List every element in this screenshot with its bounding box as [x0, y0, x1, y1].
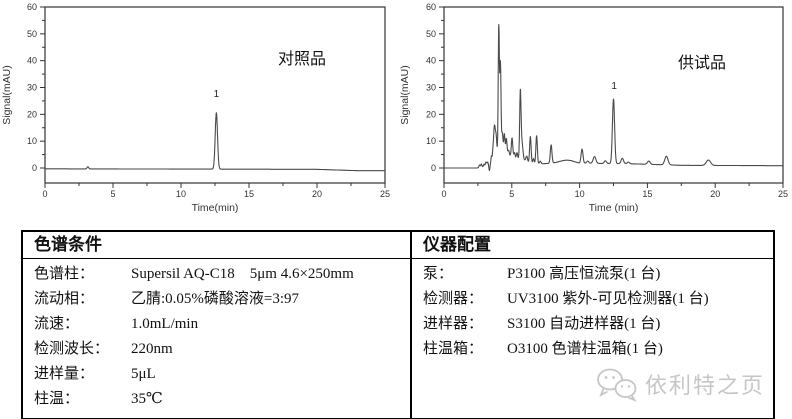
- table-row: 泵： P3100 高压恒流泵(1 台): [412, 262, 773, 287]
- y-tick-label: 60: [27, 2, 37, 12]
- conditions-rows: 色谱柱： Supersil AQ-C18 5μm 4.6×250mm 流动相： …: [23, 259, 410, 412]
- y-tick-label: 0: [431, 163, 436, 173]
- table-row: 柱温： 35℃: [23, 387, 410, 412]
- y-tick-label: 30: [426, 83, 436, 93]
- y-tick-label: 20: [27, 109, 37, 119]
- table-row: 柱温箱： O3100 色谱柱温箱(1 台): [412, 337, 773, 362]
- row-value: 乙腈:0.05%磷酸溶液=3:97: [131, 291, 300, 307]
- x-tick-label: 5: [110, 189, 115, 199]
- peak-number-label: 1: [611, 81, 617, 92]
- row-label: 进样器：: [423, 316, 484, 332]
- row-value: 35℃: [131, 391, 163, 407]
- x-tick-label: 20: [710, 189, 720, 199]
- x-tick-label: 5: [509, 189, 514, 199]
- x-tick-label: 0: [441, 189, 446, 199]
- row-value: UV3100 紫外-可见检测器(1 台): [507, 291, 709, 307]
- conditions-header: 色谱条件: [23, 232, 410, 259]
- y-tick-label: 30: [27, 83, 37, 93]
- peak-number-label: 1: [214, 89, 220, 100]
- signal-curve: [44, 112, 386, 172]
- watermark-text: 依利特之页: [644, 373, 765, 398]
- y-tick-label: 20: [426, 109, 436, 119]
- row-value: 1.0mL/min: [131, 316, 199, 332]
- x-axis-title: Time(min): [192, 202, 239, 214]
- row-value: Supersil AQ-C18 5μm 4.6×250mm: [131, 266, 354, 282]
- table-row: 流动相： 乙腈:0.05%磷酸溶液=3:97: [23, 287, 410, 312]
- table-row: 进样器： S3100 自动进样器(1 台): [412, 312, 773, 337]
- x-tick-label: 25: [778, 189, 788, 199]
- y-axis-title: Signal(mAU): [1, 65, 13, 125]
- row-value: 5μL: [131, 366, 156, 382]
- y-tick-label: 50: [27, 29, 37, 39]
- row-value: 220nm: [131, 341, 173, 357]
- x-tick-label: 10: [575, 189, 585, 199]
- y-tick-label: 60: [426, 2, 436, 12]
- instruments-header: 仪器配置: [412, 232, 773, 259]
- row-label: 进样量：: [34, 366, 95, 382]
- axis-ticks: [40, 6, 386, 188]
- row-label: 柱温箱：: [423, 341, 484, 357]
- y-tick-label: 10: [27, 136, 37, 146]
- wechat-icon: [597, 368, 637, 402]
- x-tick-label: 10: [176, 189, 186, 199]
- x-tick-label: 20: [312, 189, 322, 199]
- chromatogram-test: 0 10 20 30 40 50 60 0 5 10 15 20 25 1 供试品 Time (min) Sig…: [399, 2, 788, 214]
- y-tick-label: 10: [426, 136, 436, 146]
- row-label: 泵：: [423, 266, 454, 282]
- axis-ticks: [439, 6, 784, 188]
- table-row: 色谱柱： Supersil AQ-C18 5μm 4.6×250mm: [23, 262, 410, 287]
- signal-curve: [443, 23, 784, 172]
- y-tick-label: 40: [27, 56, 37, 66]
- table-row: 检测波长： 220nm: [23, 337, 410, 362]
- instruments-rows: 泵： P3100 高压恒流泵(1 台) 检测器： UV3100 紫外-可见检测器…: [412, 259, 773, 362]
- row-label: 柱温：: [34, 391, 80, 407]
- y-tick-label: 0: [32, 163, 37, 173]
- watermark: 依利特之页: [595, 366, 765, 402]
- x-tick-label: 15: [642, 189, 652, 199]
- instrument-configuration-column: 仪器配置 泵： P3100 高压恒流泵(1 台) 检测器： UV3100 紫外-…: [410, 232, 773, 418]
- chromatographic-conditions-column: 色谱条件 色谱柱： Supersil AQ-C18 5μm 4.6×250mm …: [23, 232, 410, 418]
- x-tick-label: 0: [42, 189, 47, 199]
- sample-label: 对照品: [278, 50, 326, 68]
- sample-label: 供试品: [678, 54, 726, 72]
- x-tick-label: 15: [244, 189, 254, 199]
- y-tick-label: 40: [426, 56, 436, 66]
- row-value: P3100 高压恒流泵(1 台): [507, 266, 661, 282]
- y-axis-title: Signal(mAU): [399, 65, 411, 125]
- row-value: O3100 色谱柱温箱(1 台): [507, 341, 663, 357]
- table-row: 进样量： 5μL: [23, 362, 410, 387]
- table-row: 检测器： UV3100 紫外-可见检测器(1 台): [412, 287, 773, 312]
- row-label: 流动相：: [34, 291, 95, 307]
- chromatogram-reference: 0 10 20 30 40 50 60 0 5 10 15 20 25 1 对照品 Time(min) Sign…: [1, 2, 390, 214]
- row-value: S3100 自动进样器(1 台): [507, 316, 661, 332]
- row-label: 检测波长：: [34, 341, 110, 357]
- y-tick-label: 50: [426, 29, 436, 39]
- row-label: 色谱柱：: [34, 266, 95, 282]
- x-axis-title: Time (min): [589, 202, 639, 214]
- row-label: 流速：: [34, 316, 80, 332]
- conditions-and-instruments-table: 色谱条件 色谱柱： Supersil AQ-C18 5μm 4.6×250mm …: [21, 230, 775, 419]
- row-label: 检测器：: [423, 291, 484, 307]
- x-tick-label: 25: [380, 189, 390, 199]
- plot-frame: [443, 6, 784, 184]
- table-row: 流速： 1.0mL/min: [23, 312, 410, 337]
